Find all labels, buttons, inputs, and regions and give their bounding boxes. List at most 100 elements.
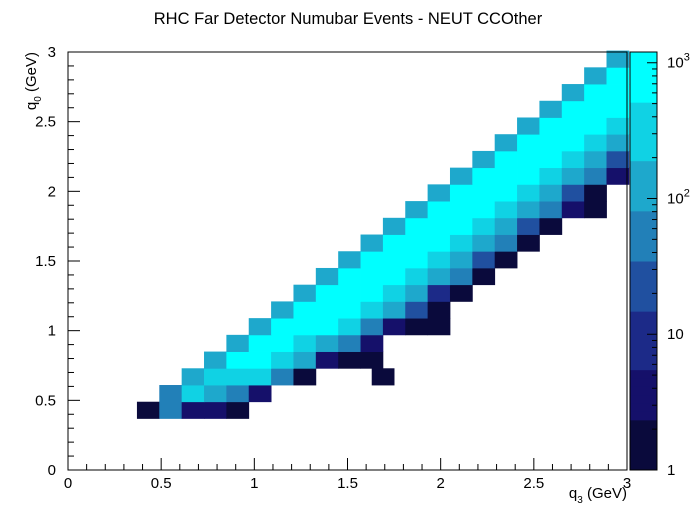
heatmap-cell <box>427 284 451 302</box>
color-scale-step <box>630 93 657 103</box>
heatmap-cell <box>584 134 607 152</box>
chart-title: RHC Far Detector Numubar Events - NEUT C… <box>154 10 543 28</box>
heatmap-cell <box>226 334 250 352</box>
heatmap-cell <box>338 267 361 286</box>
color-scale-step <box>630 419 657 429</box>
heatmap-cell <box>584 100 607 118</box>
color-scale-step <box>630 252 657 262</box>
color-scale-step <box>630 444 657 454</box>
heatmap-cell <box>226 368 250 386</box>
heatmap-cell <box>561 184 585 202</box>
heatmap-cell <box>449 284 473 302</box>
heatmap-cell <box>271 368 294 386</box>
heatmap-cell <box>472 217 496 235</box>
heatmap-cell <box>315 284 339 302</box>
heatmap-cell <box>371 368 395 386</box>
heatmap-cell <box>494 134 518 152</box>
z-tick-label: 10 <box>667 326 684 343</box>
heatmap-cell <box>405 284 429 302</box>
color-scale-step <box>630 235 657 245</box>
heatmap-cell <box>472 167 496 185</box>
heatmap-cell <box>584 67 607 85</box>
heatmap-cell <box>561 100 585 118</box>
color-scale-step <box>630 352 657 362</box>
z-tick-label: 102 <box>667 187 690 207</box>
color-scale-step <box>630 336 657 346</box>
heatmap-cell <box>606 167 630 185</box>
heatmap-cell <box>382 284 406 302</box>
heatmap-cell <box>494 167 518 185</box>
heatmap-cell <box>472 150 496 169</box>
heatmap-cell <box>204 368 227 386</box>
heatmap-cell <box>584 84 607 102</box>
heatmap-cell <box>315 267 339 286</box>
heatmap-cell <box>204 401 227 419</box>
heatmap-cell <box>561 167 585 185</box>
color-scale-step <box>630 428 657 438</box>
x-tick-label: 3 <box>623 475 631 492</box>
heatmap-cell <box>606 50 630 68</box>
color-scale-step <box>630 369 657 379</box>
color-scale-step <box>630 319 657 329</box>
heatmap-cell <box>293 301 317 319</box>
color-scale-step <box>630 52 657 61</box>
heatmap-cell <box>449 184 473 202</box>
heatmap-cell <box>338 301 361 319</box>
heatmap-cell <box>271 334 294 352</box>
heatmap-cell <box>539 100 563 118</box>
heatmap-cell <box>315 318 339 336</box>
y-axis-label-sub: 0 <box>33 96 44 102</box>
x-axis-label-unit: (GeV) <box>583 485 627 502</box>
heatmap-cell <box>136 401 160 419</box>
heatmap-cell <box>494 234 518 252</box>
x-axis-label-main: q <box>569 485 577 502</box>
color-scale-step <box>630 185 657 195</box>
heatmap-cell <box>494 184 518 202</box>
heatmap-cell <box>584 167 607 185</box>
heatmap-cell <box>427 318 451 336</box>
color-scale-step <box>630 378 657 387</box>
color-scale-step <box>630 169 657 178</box>
heatmap-cell <box>539 167 563 185</box>
heatmap-cell <box>561 117 585 135</box>
z-tick-label: 103 <box>667 52 690 72</box>
heatmap-cell <box>159 401 183 419</box>
heatmap-cell <box>248 351 272 369</box>
heatmap-cell <box>338 251 361 269</box>
heatmap-cell <box>293 351 317 369</box>
heatmap-cell <box>539 217 563 235</box>
heatmap-cell <box>517 167 540 185</box>
heatmap-cell <box>561 201 585 219</box>
x-tick-label: 1.5 <box>337 475 358 492</box>
heatmap-cell <box>449 234 473 252</box>
heatmap-cell <box>427 201 451 219</box>
heatmap-cell <box>204 385 227 403</box>
color-scale-step <box>630 436 657 446</box>
color-scale-step <box>630 102 657 112</box>
heatmap-cell <box>494 201 518 219</box>
heatmap-cell <box>561 84 585 102</box>
y-axis-label-unit: (GeV) <box>23 52 40 96</box>
heatmap-cell <box>427 251 451 269</box>
color-scale-step <box>630 394 657 404</box>
color-scale-step <box>630 118 657 128</box>
y-tick-label: 1 <box>48 323 56 340</box>
heatmap-cell <box>271 318 294 336</box>
color-scale-step <box>630 286 657 295</box>
color-scale-step <box>630 85 657 95</box>
color-scale-step <box>630 177 657 187</box>
color-scale-step <box>630 403 657 412</box>
heatmap-cell <box>293 334 317 352</box>
heatmap-cell <box>561 134 585 152</box>
heatmap-cell <box>561 150 585 169</box>
heatmap-cell <box>226 351 250 369</box>
heatmap-cell <box>427 184 451 202</box>
y-tick-label: 0 <box>48 462 56 479</box>
color-scale-step <box>630 143 657 153</box>
color-scale: 1 10 102 103 <box>629 51 690 479</box>
z-tick-label: 1 <box>667 462 675 479</box>
heatmap-cell <box>517 150 540 169</box>
heatmap-cell <box>248 334 272 352</box>
heatmap-cell <box>248 385 272 403</box>
heatmap-cell <box>584 201 607 219</box>
